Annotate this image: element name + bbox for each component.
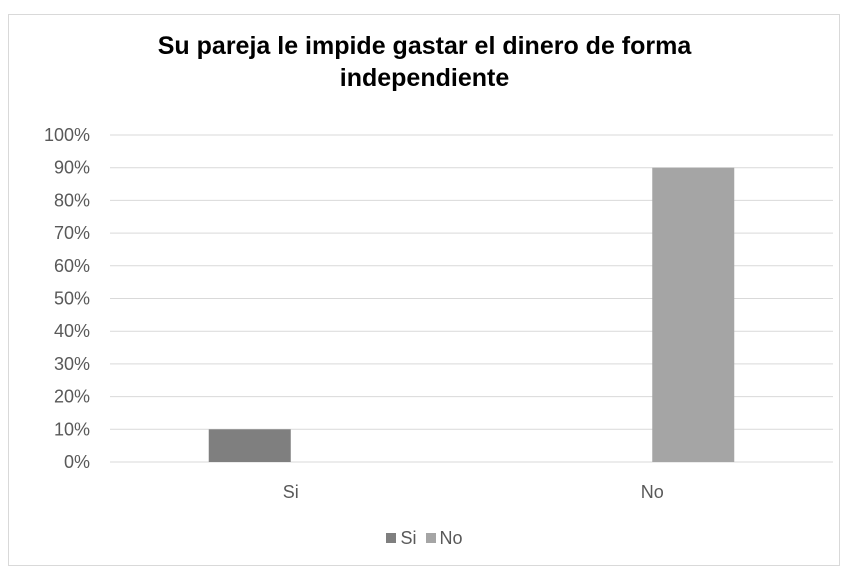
x-tick-label: Si [283, 482, 299, 502]
chart-title-line-1: Su pareja le impide gastar el dinero de … [157, 32, 692, 60]
y-tick-label: 30% [54, 354, 90, 374]
bar-si-si [208, 429, 291, 462]
y-tick-label: 70% [54, 223, 90, 243]
chart-title: Su pareja le impide gastar el dinero de … [0, 30, 849, 94]
chart-title-line-2: independiente [339, 64, 510, 92]
legend-label-si: Si [400, 528, 417, 548]
y-tick-label: 80% [54, 190, 90, 210]
bar-no-no [652, 167, 735, 462]
y-tick-label: 60% [54, 256, 90, 276]
x-tick-label: No [641, 482, 664, 502]
legend-swatch-no [425, 533, 436, 543]
y-tick-label: 10% [54, 419, 90, 439]
legend-item-no: No [425, 528, 463, 549]
y-tick-label: 20% [54, 387, 90, 407]
legend: Si No [0, 528, 849, 549]
y-tick-label: 50% [54, 289, 90, 309]
legend-swatch-si [386, 533, 397, 543]
y-tick-label: 90% [54, 158, 90, 178]
legend-label-no: No [439, 528, 463, 548]
legend-item-si: Si [386, 528, 416, 549]
y-tick-label: 0% [64, 452, 90, 472]
y-tick-label: 100% [44, 125, 90, 145]
y-tick-label: 40% [54, 321, 90, 341]
